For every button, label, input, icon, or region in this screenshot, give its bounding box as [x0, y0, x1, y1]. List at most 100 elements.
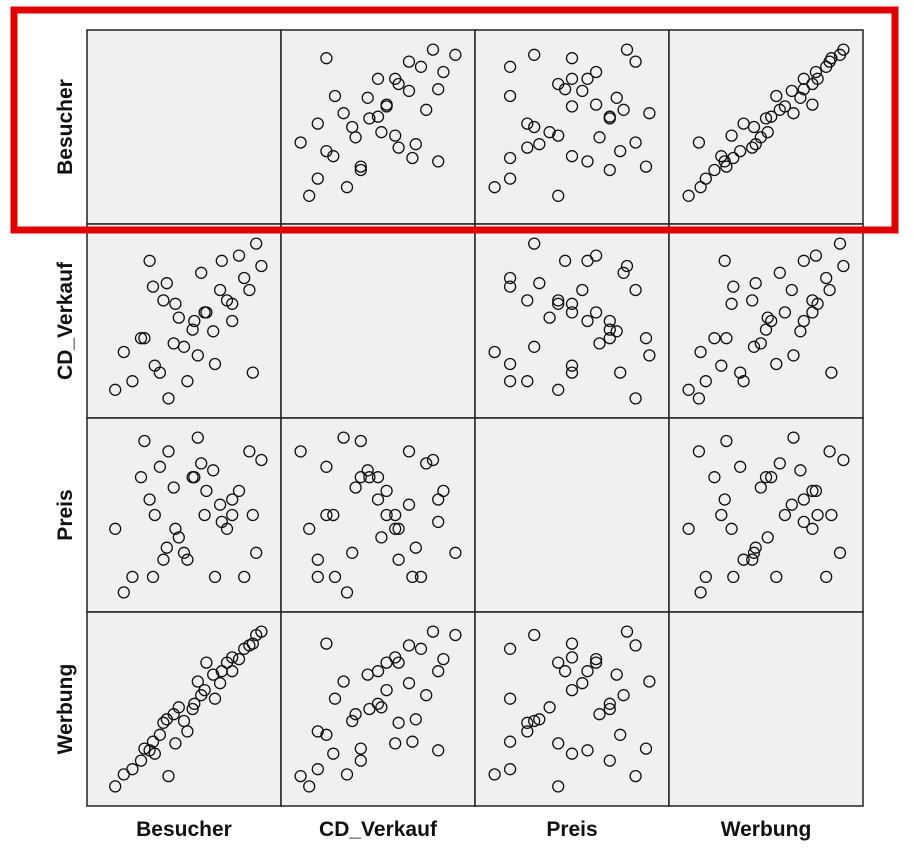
point-besucher-vs-preis-29	[521, 141, 534, 154]
point-preis-vs-werbung-6	[806, 522, 819, 535]
point-werbung-vs-preis-20	[565, 747, 579, 760]
point-cd-verkauf-vs-werbung-7	[718, 254, 731, 267]
point-preis-vs-besucher-1	[255, 453, 268, 467]
point-preis-vs-cd-verkauf-35	[349, 481, 362, 494]
point-cd-verkauf-vs-besucher-11	[243, 283, 256, 297]
point-werbung-vs-besucher-26	[195, 689, 208, 702]
point-preis-vs-besucher-16	[191, 431, 204, 444]
point-besucher-vs-cd-verkauf-26	[420, 103, 433, 116]
point-werbung-vs-preis-14	[552, 737, 565, 750]
point-cd-verkauf-vs-preis-11	[629, 283, 642, 297]
point-werbung-vs-cd-verkauf-1	[426, 625, 440, 638]
point-besucher-vs-werbung-16	[787, 107, 800, 120]
point-werbung-vs-cd-verkauf-4	[311, 763, 324, 776]
point-werbung-vs-besucher-16	[191, 675, 204, 688]
point-besucher-vs-cd-verkauf-19	[361, 91, 374, 104]
point-preis-vs-besucher-4	[126, 570, 139, 584]
point-preis-vs-werbung-19	[794, 464, 807, 477]
point-werbung-vs-cd-verkauf-18	[409, 713, 422, 726]
point-werbung-vs-preis-16	[643, 675, 656, 688]
point-besucher-vs-cd-verkauf-30	[320, 52, 333, 65]
x-label-besucher: Besucher	[136, 818, 232, 841]
point-cd-verkauf-vs-besucher-28	[200, 306, 213, 319]
point-besucher-vs-preis-35	[593, 131, 606, 144]
point-preis-vs-cd-verkauf-9	[320, 460, 333, 473]
point-besucher-vs-cd-verkauf-28	[380, 98, 393, 111]
point-cd-verkauf-vs-werbung-16	[787, 349, 800, 362]
point-cd-verkauf-vs-preis-34	[565, 297, 579, 310]
point-besucher-vs-werbung-3	[692, 136, 706, 149]
point-besucher-vs-cd-verkauf-5	[363, 112, 376, 125]
point-besucher-vs-preis-32	[603, 110, 616, 123]
point-besucher-vs-preis-12	[565, 100, 579, 113]
cell-werbung-vs-cd-verkauf	[280, 611, 476, 807]
point-besucher-vs-werbung-24	[694, 181, 707, 194]
point-preis-vs-besucher-23	[213, 498, 227, 511]
point-werbung-vs-preis-33	[503, 735, 517, 748]
point-preis-vs-besucher-27	[138, 434, 151, 448]
point-preis-vs-werbung-7	[718, 493, 731, 506]
point-preis-vs-werbung-32	[765, 471, 778, 484]
point-werbung-vs-besucher-17	[109, 780, 122, 793]
point-besucher-vs-cd-verkauf-18	[409, 138, 422, 151]
point-cd-verkauf-vs-werbung-21	[809, 249, 823, 262]
point-besucher-vs-cd-verkauf-4	[311, 172, 324, 185]
point-besucher-vs-preis-15	[581, 72, 594, 85]
point-preis-vs-besucher-10	[238, 570, 251, 584]
point-cd-verkauf-vs-besucher-10	[238, 271, 251, 285]
point-werbung-vs-preis-34	[565, 651, 579, 664]
point-preis-vs-werbung-23	[785, 498, 798, 511]
point-werbung-vs-preis-5	[603, 702, 616, 716]
point-preis-vs-cd-verkauf-0	[328, 570, 342, 584]
point-preis-vs-cd-verkauf-31	[432, 515, 445, 529]
point-besucher-vs-cd-verkauf-1	[426, 43, 440, 56]
point-preis-vs-werbung-13	[708, 471, 721, 484]
point-besucher-vs-werbung-0	[770, 89, 783, 103]
point-werbung-vs-cd-verkauf-20	[327, 747, 340, 760]
point-werbung-vs-preis-30	[565, 637, 579, 650]
point-besucher-vs-cd-verkauf-7	[432, 155, 445, 168]
point-preis-vs-werbung-11	[823, 445, 836, 458]
point-cd-verkauf-vs-werbung-23	[785, 283, 798, 297]
point-preis-vs-cd-verkauf-28	[380, 484, 393, 498]
point-besucher-vs-preis-25	[543, 126, 556, 139]
cell-preis-vs-preis	[474, 417, 670, 613]
cell-cd-verkauf-vs-preis	[474, 223, 670, 419]
point-cd-verkauf-vs-preis-2	[528, 237, 541, 250]
point-cd-verkauf-vs-besucher-24	[117, 345, 130, 359]
cell-cd-verkauf-vs-cd-verkauf	[280, 223, 476, 419]
point-besucher-vs-cd-verkauf-0	[328, 89, 342, 103]
point-werbung-vs-cd-verkauf-31	[432, 665, 445, 678]
point-besucher-vs-preis-7	[581, 155, 594, 168]
point-preis-vs-cd-verkauf-1	[426, 453, 440, 467]
cell-werbung-vs-werbung	[668, 611, 864, 807]
point-besucher-vs-cd-verkauf-27	[354, 160, 367, 173]
point-besucher-vs-cd-verkauf-31	[432, 83, 445, 96]
point-cd-verkauf-vs-besucher-26	[195, 266, 208, 279]
point-besucher-vs-preis-34	[565, 72, 579, 85]
point-preis-vs-besucher-32	[188, 471, 201, 484]
point-cd-verkauf-vs-preis-17	[552, 383, 565, 396]
point-besucher-vs-preis-31	[558, 83, 572, 96]
point-besucher-vs-werbung-31	[797, 83, 810, 96]
point-cd-verkauf-vs-werbung-3	[692, 392, 706, 405]
cell-besucher-vs-cd-verkauf	[280, 29, 476, 225]
point-preis-vs-werbung-26	[773, 457, 786, 470]
point-preis-vs-werbung-20	[715, 508, 728, 522]
point-cd-verkauf-vs-besucher-32	[188, 314, 201, 328]
point-besucher-vs-preis-21	[589, 65, 603, 79]
point-cd-verkauf-vs-besucher-18	[160, 277, 173, 290]
point-besucher-vs-cd-verkauf-25	[375, 126, 388, 139]
cell-preis-vs-cd-verkauf	[280, 417, 476, 613]
point-cd-verkauf-vs-preis-26	[617, 266, 630, 279]
variable-labels: Besucher Besucher CD_Verkauf CD_Verkauf Prei…	[54, 79, 811, 841]
point-cd-verkauf-vs-preis-9	[614, 366, 627, 379]
point-werbung-vs-besucher-14	[169, 737, 182, 750]
point-preis-vs-besucher-31	[215, 515, 228, 529]
point-werbung-vs-besucher-9	[153, 728, 167, 741]
point-preis-vs-cd-verkauf-34	[389, 508, 402, 522]
point-preis-vs-cd-verkauf-21	[437, 484, 450, 498]
point-preis-vs-cd-verkauf-22	[311, 553, 324, 566]
point-besucher-vs-preis-13	[603, 163, 616, 177]
point-preis-vs-besucher-24	[117, 586, 130, 599]
